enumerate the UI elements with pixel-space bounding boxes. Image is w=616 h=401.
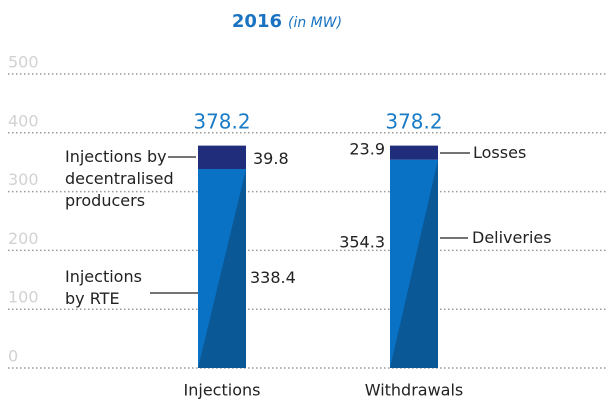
y-tick-label: 200: [8, 229, 39, 248]
value-label: 23.9: [349, 139, 385, 158]
chart-subtitle: (in MW): [288, 15, 342, 31]
bar-shade: [198, 169, 246, 368]
y-tick-label: 300: [8, 170, 39, 189]
segment-label: Injections by decentralised producers: [65, 147, 174, 210]
segment-label: Injections by RTE: [65, 267, 142, 308]
value-label: 338.4: [250, 268, 296, 287]
chart-title: 2016: [232, 11, 282, 32]
y-tick-label: 500: [8, 53, 39, 72]
value-label: 39.8: [253, 149, 289, 168]
segment-label: Deliveries: [472, 228, 552, 247]
x-tick-label: Injections: [184, 381, 261, 400]
x-tick-label: Withdrawals: [365, 381, 464, 400]
y-tick-label: 0: [8, 347, 18, 366]
total-label: 378.2: [193, 110, 250, 134]
bar-shade: [390, 159, 438, 368]
value-label: 354.3: [339, 233, 385, 252]
bar-segment: [198, 145, 246, 170]
segment-label: Losses: [473, 143, 527, 162]
bar-segment: [390, 145, 438, 160]
y-tick-label: 100: [8, 288, 39, 307]
y-tick-label: 400: [8, 111, 39, 130]
total-label: 378.2: [385, 110, 442, 134]
